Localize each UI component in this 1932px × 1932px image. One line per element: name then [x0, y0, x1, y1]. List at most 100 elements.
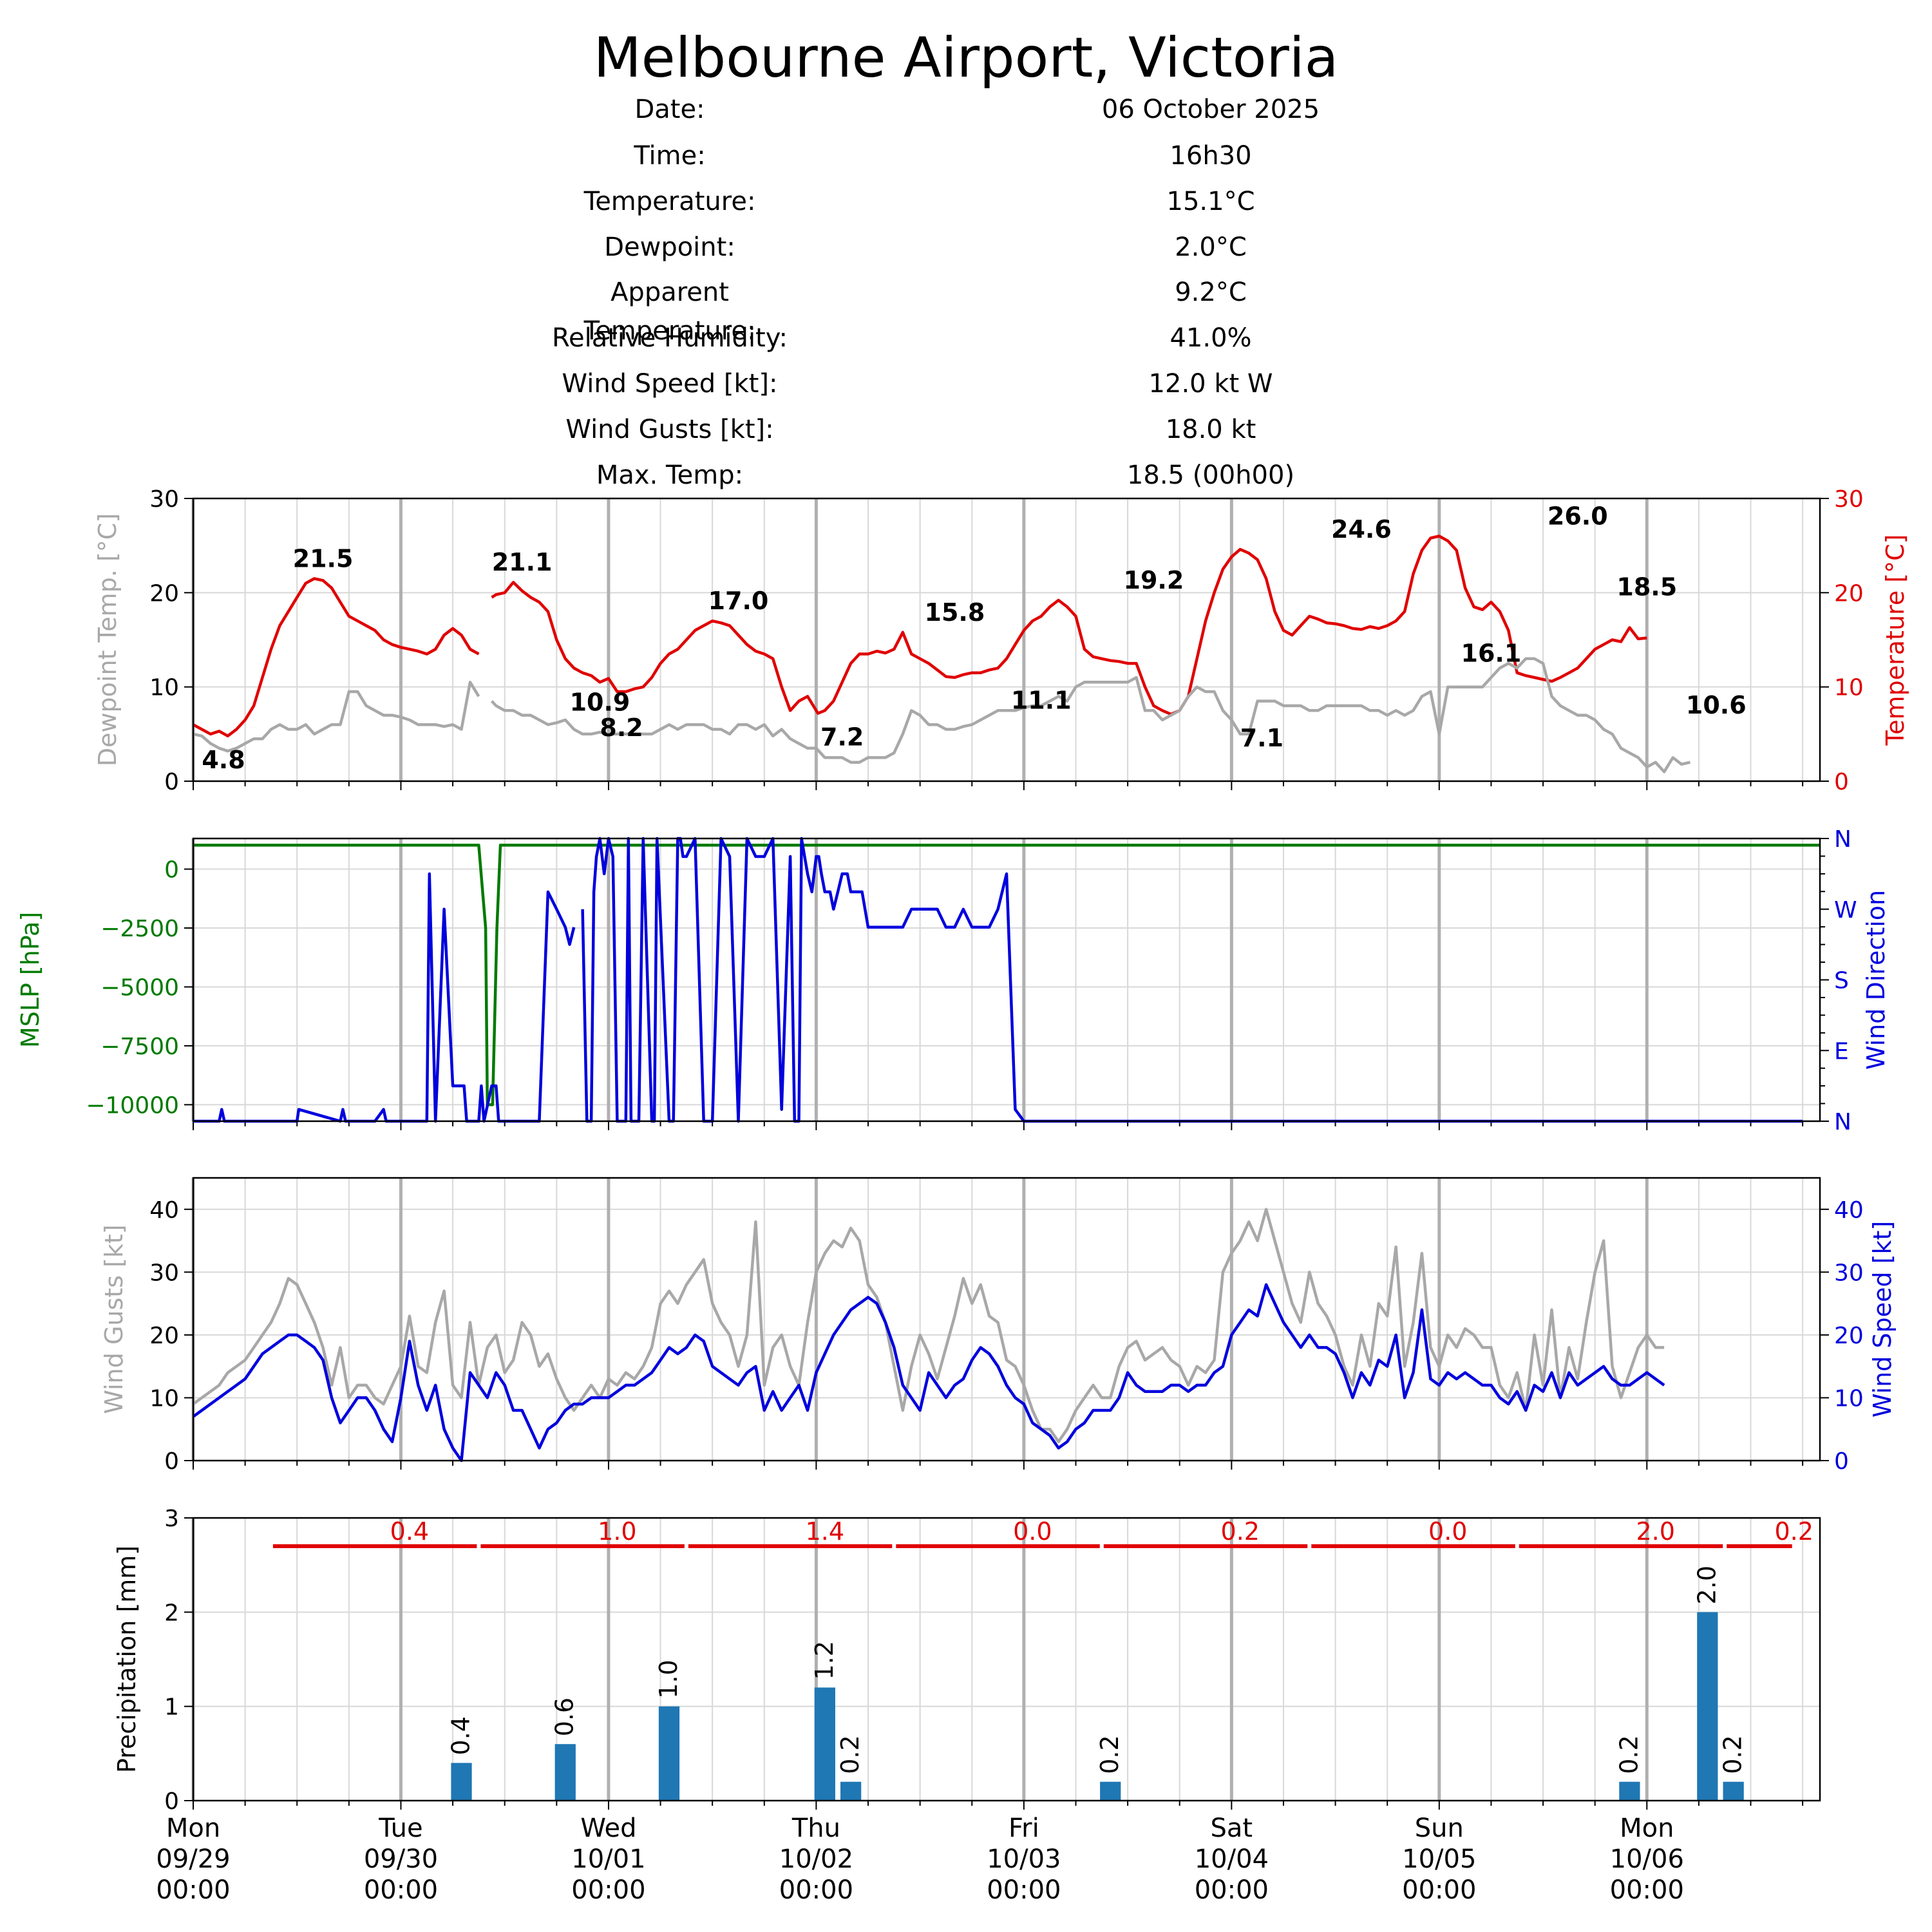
y-tick-label: −10000 — [86, 1092, 179, 1119]
extreme-label: 7.2 — [820, 723, 864, 752]
x-tick-label-date: 10/02 — [779, 1844, 853, 1874]
extreme-label: 19.2 — [1124, 566, 1184, 594]
y-tick-label: 0 — [164, 857, 179, 884]
y-tick-label: W — [1834, 897, 1857, 923]
x-tick-label-time: 00:00 — [1195, 1875, 1269, 1905]
extreme-label: 4.8 — [202, 746, 245, 774]
extreme-label: 11.1 — [1011, 687, 1072, 715]
y-tick-label: 0 — [164, 769, 179, 795]
y-axis-label-right: Wind Speed [kt] — [1868, 1221, 1897, 1417]
summary-row: Wind Speed [kt]: 12.0 kt W — [0, 365, 1932, 403]
precip-bar — [658, 1706, 680, 1801]
x-tick-label-day: Sat — [1211, 1814, 1253, 1843]
summary-label: Dewpoint: — [604, 232, 735, 262]
precip-bar-label: 0.2 — [1615, 1735, 1643, 1774]
precip-bar-label: 1.0 — [654, 1660, 683, 1698]
precip-bar-label: 0.4 — [447, 1716, 475, 1755]
wind_speed-line — [192, 1283, 1665, 1463]
y-tick-label: 40 — [1834, 1197, 1864, 1224]
x-tick-label-time: 00:00 — [571, 1875, 645, 1905]
x-tick-label-date: 10/01 — [571, 1844, 645, 1874]
summary-label: Date: — [634, 95, 705, 124]
x-tick-label-time: 00:00 — [779, 1875, 853, 1905]
chart-title: Melbourne Airport, Victoria — [593, 26, 1339, 90]
summary-row: Time: 16h30 — [0, 137, 1932, 175]
x-tick-label-date: 10/06 — [1610, 1844, 1684, 1874]
summary-label: Relative Humidity: — [552, 323, 788, 353]
x-tick-label-time: 00:00 — [987, 1875, 1061, 1905]
extreme-label: 15.8 — [925, 598, 985, 627]
y-axis-label-left: Precipitation [mm] — [113, 1546, 141, 1773]
summary-row: Apparent Temperature: 9.2°C — [0, 273, 1932, 346]
extreme-label: 26.0 — [1548, 502, 1608, 531]
extreme-label: 21.5 — [293, 544, 354, 573]
precip-bar-label: 0.2 — [1095, 1735, 1124, 1774]
extreme-label: 7.1 — [1240, 724, 1283, 752]
y-axis-label-left: MSLP [hPa] — [16, 912, 44, 1048]
y-tick-label: 1 — [164, 1694, 179, 1721]
summary-row: Dewpoint: 2.0°C — [0, 228, 1932, 267]
daily-total-label: 0.2 — [1774, 1517, 1813, 1546]
y-tick-label: 30 — [149, 1260, 179, 1286]
daily-total-label: 1.0 — [598, 1517, 636, 1546]
x-tick-label-time: 00:00 — [1402, 1875, 1476, 1905]
y-tick-label: 30 — [1834, 1260, 1864, 1286]
precip-bar-label: 0.2 — [836, 1735, 864, 1774]
summary-label: Wind Gusts [kt]: — [565, 415, 774, 444]
y-tick-label: 2 — [164, 1600, 179, 1626]
panel-frame — [192, 1177, 1821, 1462]
y-tick-label: 40 — [149, 1197, 179, 1224]
summary-row: Date: 06 October 2025 — [0, 90, 1932, 129]
extreme-label: 8.2 — [600, 714, 643, 742]
extreme-label: 10.9 — [570, 688, 630, 716]
precip-bar — [1697, 1612, 1718, 1801]
precip-bar — [814, 1687, 835, 1801]
x-tick-label-time: 00:00 — [364, 1875, 438, 1905]
x-tick-label-time: 00:00 — [1610, 1875, 1684, 1905]
x-tick-label-day: Sun — [1415, 1814, 1464, 1843]
precip-bar — [451, 1763, 472, 1801]
summary-value: 18.5 (00h00) — [1126, 460, 1295, 490]
y-axis-label-right: Temperature [°C] — [1881, 535, 1909, 746]
y-tick-label: E — [1834, 1038, 1849, 1065]
daily-total-label: 0.2 — [1221, 1517, 1260, 1546]
wind_direction-line — [193, 837, 1803, 1123]
y-tick-label: 10 — [149, 675, 179, 701]
x-tick-label-day: Mon — [166, 1814, 220, 1843]
y-tick-label: 10 — [1834, 1385, 1864, 1412]
y-tick-label: 20 — [1834, 1323, 1864, 1349]
daily-total-label: 1.4 — [806, 1517, 844, 1546]
x-tick-label-time: 00:00 — [156, 1875, 230, 1905]
y-tick-label: 20 — [149, 580, 179, 607]
daily-total-label: 0.0 — [1428, 1517, 1467, 1546]
precip-bar-label: 2.0 — [1692, 1566, 1721, 1604]
precip-bar — [1100, 1781, 1121, 1801]
x-tick-label-date: 09/30 — [364, 1844, 438, 1874]
y-tick-label: 0 — [164, 1448, 179, 1475]
y-tick-label: −2500 — [100, 916, 179, 942]
x-tick-label-day: Mon — [1620, 1814, 1674, 1843]
summary-label: Time: — [634, 141, 706, 171]
summary-row: Relative Humidity: 41.0% — [0, 319, 1932, 357]
extreme-label: 16.1 — [1461, 639, 1522, 667]
y-axis-label-right: Wind Direction — [1862, 890, 1890, 1070]
wind_gusts-line — [192, 1208, 1665, 1443]
daily-total-label: 2.0 — [1636, 1517, 1674, 1546]
summary-value: 18.0 kt — [1165, 415, 1256, 444]
y-tick-label: 30 — [1834, 486, 1864, 513]
precip-bar-label: 0.2 — [1719, 1735, 1747, 1774]
precip-bar — [1723, 1781, 1744, 1801]
precip-bar — [1619, 1781, 1640, 1801]
summary-row: Max. Temp: 18.5 (00h00) — [0, 456, 1932, 495]
y-tick-label: 10 — [149, 1385, 179, 1412]
summary-value: 2.0°C — [1175, 232, 1247, 262]
daily-total-label: 0.4 — [390, 1517, 429, 1546]
y-axis-label-left: Dewpoint Temp. [°C] — [93, 513, 122, 766]
extreme-label: 10.6 — [1686, 691, 1747, 719]
y-tick-label: 3 — [164, 1506, 179, 1532]
y-tick-label: 10 — [1834, 675, 1864, 701]
precip-bar — [840, 1781, 862, 1801]
summary-value: 9.2°C — [1175, 278, 1247, 307]
y-tick-label: N — [1834, 826, 1852, 853]
